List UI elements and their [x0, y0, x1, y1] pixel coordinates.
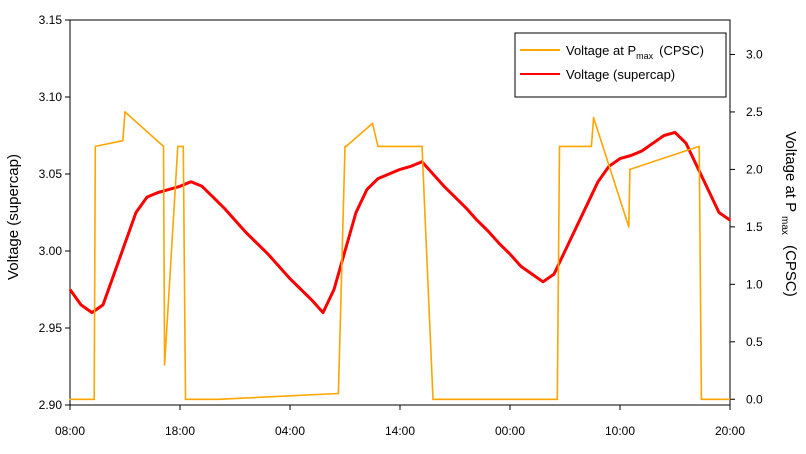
- left-axis-label: Voltage (supercap): [5, 154, 22, 280]
- right-tick-label: 1.0: [746, 277, 763, 291]
- point-supercap: [256, 242, 258, 245]
- point-supercap: [443, 185, 445, 188]
- point-supercap: [278, 265, 280, 268]
- axes: 2.90 2.95 3.00 3.05 3.10 3.15 0.0 0.5 1.0 1.5 2.0 2…: [39, 13, 763, 438]
- right-axis-label-sub: max: [779, 216, 790, 235]
- point-supercap: [696, 165, 698, 168]
- point-supercap: [630, 154, 632, 157]
- point-supercap: [234, 219, 236, 221]
- point-supercap: [212, 196, 214, 198]
- legend-box: [514, 32, 727, 98]
- point-supercap: [311, 299, 313, 302]
- point-supercap: [157, 191, 159, 194]
- point-supercap: [333, 288, 335, 291]
- point-supercap: [476, 219, 478, 221]
- point-supercap: [498, 242, 500, 245]
- point-supercap: [399, 168, 401, 171]
- right-tick-label: 3.0: [746, 47, 763, 61]
- point-supercap: [707, 188, 709, 191]
- series-layer: [68, 111, 731, 401]
- point-supercap: [597, 180, 599, 183]
- left-tick-label: 2.90: [39, 398, 63, 412]
- point-supercap: [168, 188, 170, 191]
- x-tick-label: 14:00: [385, 424, 415, 438]
- point-supercap: [465, 207, 467, 209]
- point-supercap: [113, 273, 115, 275]
- point-supercap: [289, 277, 291, 280]
- point-supercap: [201, 185, 203, 188]
- right-axis-label: Voltage at P max (CPSC): [778, 131, 799, 297]
- point-supercap: [146, 196, 148, 198]
- point-supercap: [410, 165, 412, 168]
- point-supercap: [619, 157, 621, 160]
- point-supercap: [267, 253, 269, 255]
- point-supercap: [190, 180, 192, 183]
- point-supercap: [575, 227, 577, 229]
- legend-label-pmax: Voltage at Pmax (CPSC): [566, 43, 704, 61]
- point-supercap: [520, 265, 522, 268]
- point-supercap: [91, 311, 93, 314]
- left-tick-label: 3.15: [39, 13, 63, 27]
- left-tick-label: 3.00: [39, 244, 63, 258]
- point-supercap: [586, 204, 588, 206]
- right-axis-label-main: Voltage at P: [782, 131, 799, 212]
- point-supercap: [553, 273, 555, 275]
- left-tick-label: 2.95: [39, 321, 63, 335]
- point-supercap: [300, 288, 302, 291]
- left-tick-label: 3.05: [39, 167, 63, 181]
- point-supercap: [377, 177, 379, 180]
- point-supercap: [366, 188, 368, 191]
- series-line-pmax: [70, 111, 730, 401]
- point-supercap: [509, 253, 511, 255]
- point-supercap: [69, 288, 71, 291]
- point-supercap: [124, 242, 126, 245]
- point-supercap: [685, 142, 687, 144]
- point-supercap: [102, 304, 104, 306]
- legend: Voltage at Pmax (CPSC) Voltage (supercap): [514, 32, 727, 98]
- point-supercap: [729, 219, 731, 221]
- point-supercap: [542, 281, 544, 283]
- x-tick-label: 04:00: [275, 424, 305, 438]
- point-supercap: [432, 173, 434, 175]
- legend-label-pmax-tail: (CPSC): [659, 43, 704, 58]
- x-tick-label: 20:00: [715, 424, 745, 438]
- point-supercap: [652, 142, 654, 144]
- right-tick-label: 2.5: [746, 105, 763, 119]
- x-tick-label: 18:00: [165, 424, 195, 438]
- x-tick-label: 08:00: [55, 424, 85, 438]
- x-tick-label: 00:00: [495, 424, 525, 438]
- right-tick-label: 2.0: [746, 162, 763, 176]
- point-supercap: [135, 211, 137, 214]
- x-tick-label: 10:00: [605, 424, 635, 438]
- left-tick-label: 3.10: [39, 90, 63, 104]
- point-supercap: [718, 211, 720, 214]
- point-supercap: [487, 230, 489, 232]
- right-tick-label: 1.5: [746, 220, 763, 234]
- point-supercap: [388, 173, 390, 175]
- point-supercap: [322, 311, 324, 314]
- point-supercap: [531, 273, 533, 275]
- point-supercap: [674, 131, 676, 134]
- point-supercap: [245, 231, 247, 234]
- point-supercap: [355, 211, 357, 214]
- right-axis-label-tail: (CPSC): [782, 245, 799, 297]
- point-supercap: [663, 134, 665, 137]
- point-supercap: [564, 250, 566, 252]
- right-tick-label: 0.0: [746, 392, 763, 406]
- point-supercap: [344, 250, 346, 252]
- point-supercap: [80, 304, 82, 306]
- point-supercap: [641, 150, 643, 152]
- legend-label-pmax-sub: max: [636, 51, 654, 61]
- point-supercap: [223, 207, 225, 209]
- legend-label-pmax-main: Voltage at P: [566, 43, 636, 58]
- point-supercap: [454, 196, 456, 198]
- point-supercap: [179, 185, 181, 188]
- legend-label-supercap: Voltage (supercap): [566, 67, 675, 82]
- right-tick-label: 0.5: [746, 335, 763, 349]
